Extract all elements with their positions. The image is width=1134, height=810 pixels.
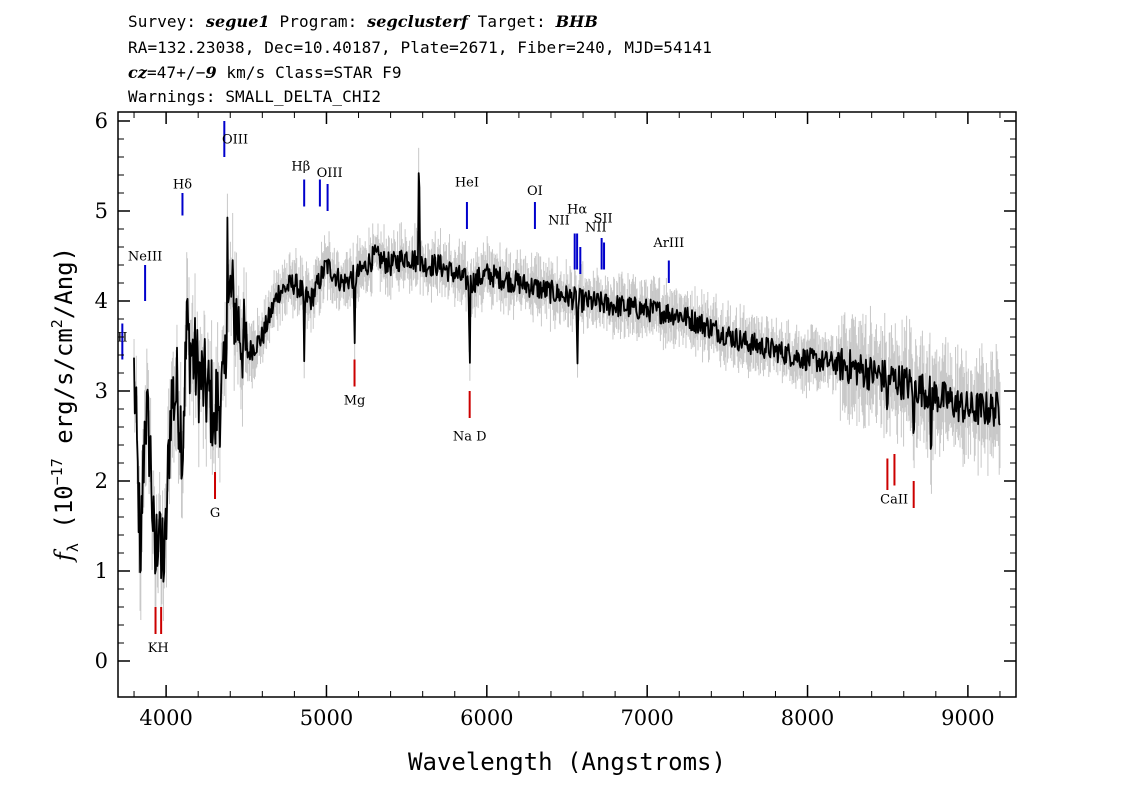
axis-ticks: 4000 5000 6000 7000 8000 9000 0 1 2 3 4 5 6 [95, 109, 1016, 730]
header-line-1: Survey: segue1 Program: segclusterf Targ… [128, 12, 598, 31]
target-value: BHB [555, 12, 599, 31]
survey-value: segue1 [205, 12, 270, 31]
y-tick-label: 1 [95, 559, 108, 583]
program-prefix: Program: [269, 12, 368, 31]
survey-prefix: Survey: [128, 12, 206, 31]
cz-rest: km/s Class=STAR F9 [216, 63, 402, 82]
svg-text:fλ (10−17 erg/s/cm2/Ang): fλ (10−17 erg/s/cm2/Ang) [48, 247, 82, 563]
line-label: Hδ [173, 178, 192, 193]
cz-label: cz [128, 63, 148, 82]
y-tick-label: 4 [95, 289, 108, 313]
line-label: HeI [455, 176, 479, 191]
line-label: OIII [222, 133, 248, 148]
y-tick-label: 6 [95, 109, 108, 133]
line-label: KH [148, 641, 169, 656]
line-label: NeIII [128, 250, 162, 265]
x-tick-label: 9000 [941, 706, 994, 730]
line-label: OIII [317, 166, 343, 181]
y-axis-title: fλ (10−17 erg/s/cm2/Ang) [48, 247, 82, 563]
line-label: NII [585, 221, 607, 236]
line-label: SII [593, 212, 612, 227]
y-tick-label: 2 [95, 469, 108, 493]
line-label: CaII [880, 493, 908, 508]
header-line-4: Warnings: SMALL_DELTA_CHI2 [128, 87, 382, 106]
y-tick-label: 0 [95, 649, 108, 673]
cz-error: 9 [205, 63, 217, 82]
x-tick-label: 7000 [620, 706, 673, 730]
x-tick-label: 5000 [300, 706, 353, 730]
line-label: II [117, 331, 127, 346]
line-label: Hα [567, 203, 587, 218]
y-tick-label: 3 [95, 379, 108, 403]
x-tick-label: 4000 [139, 706, 192, 730]
x-tick-label: 8000 [781, 706, 834, 730]
plot-frame [117, 111, 1017, 698]
program-value: segclusterf [367, 12, 468, 31]
cz-value: =47+/− [147, 63, 206, 82]
line-label: ArIII [652, 236, 684, 251]
line-label: Mg [344, 394, 366, 409]
spectrum-line [133, 172, 1001, 583]
line-label: NII [548, 214, 570, 229]
line-label: OI [527, 184, 543, 199]
header-line-3: cz=47+/−9 km/s Class=STAR F9 [128, 63, 402, 82]
x-axis-title: Wavelength (Angstroms) [408, 748, 726, 776]
line-label: Hβ [291, 160, 310, 175]
header-line-2: RA=132.23038, Dec=10.40187, Plate=2671, … [128, 38, 712, 57]
y-tick-label: 5 [95, 199, 108, 223]
x-tick-label: 6000 [460, 706, 513, 730]
spectral-line-markers [121, 121, 915, 634]
line-label: Na D [453, 430, 487, 445]
line-label: G [210, 506, 220, 521]
target-prefix: Target: [467, 12, 556, 31]
spectrum-path [133, 172, 1001, 583]
